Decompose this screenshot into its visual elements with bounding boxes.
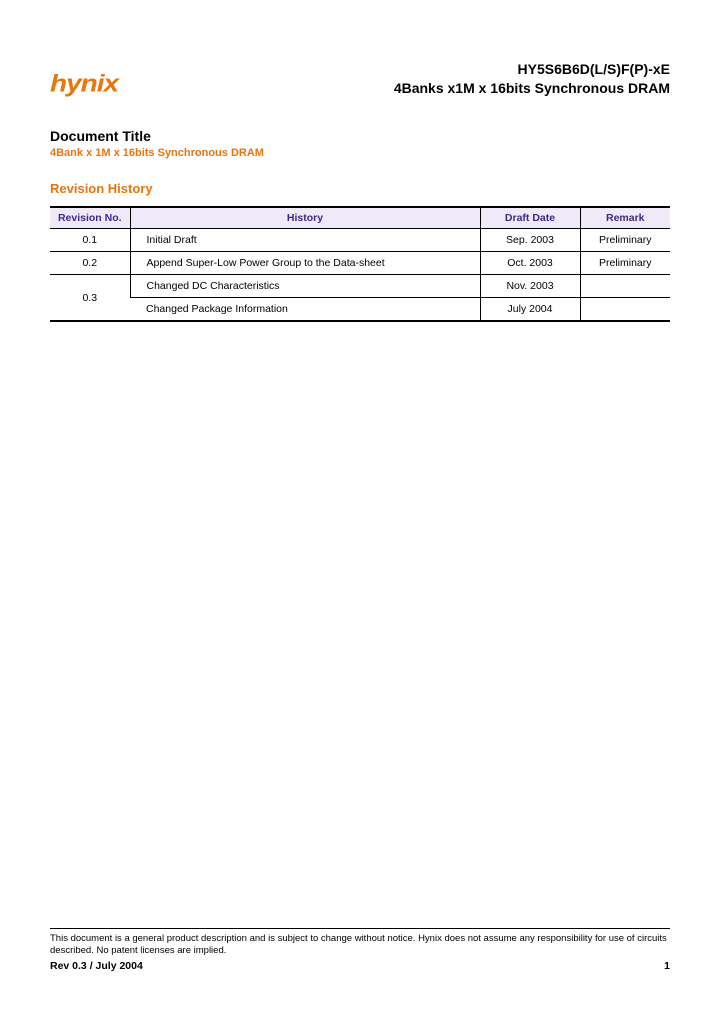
footer: This document is a general product descr… bbox=[50, 928, 670, 972]
footer-divider bbox=[50, 928, 670, 929]
col-history: History bbox=[130, 207, 480, 229]
cell-date: Sep. 2003 bbox=[480, 229, 580, 252]
table-row: 0.1 Initial Draft Sep. 2003 Preliminary bbox=[50, 229, 670, 252]
col-remark: Remark bbox=[580, 207, 670, 229]
cell-rev: 0.1 bbox=[50, 229, 130, 252]
cell-remark: Preliminary bbox=[580, 252, 670, 275]
cell-date: Oct. 2003 bbox=[480, 252, 580, 275]
col-draft-date: Draft Date bbox=[480, 207, 580, 229]
cell-history: Append Super-Low Power Group to the Data… bbox=[130, 252, 480, 275]
revision-history-table: Revision No. History Draft Date Remark 0… bbox=[50, 206, 670, 322]
table-row: 0.3 Changed DC Characteristics Nov. 2003 bbox=[50, 275, 670, 298]
cell-date: Nov. 2003 bbox=[480, 275, 580, 298]
cell-date: July 2004 bbox=[480, 298, 580, 322]
cell-history: Changed Package Information bbox=[130, 298, 480, 322]
cell-rev: 0.2 bbox=[50, 252, 130, 275]
cell-history: Changed DC Characteristics bbox=[130, 275, 480, 298]
part-header: HY5S6B6D(L/S)F(P)-xE 4Banks x1M x 16bits… bbox=[394, 60, 670, 98]
footer-info-row: Rev 0.3 / July 2004 1 bbox=[50, 960, 670, 972]
header: hynix HY5S6B6D(L/S)F(P)-xE 4Banks x1M x … bbox=[50, 60, 670, 100]
cell-remark bbox=[580, 298, 670, 322]
table-row: 0.2 Append Super-Low Power Group to the … bbox=[50, 252, 670, 275]
revision-history-title: Revision History bbox=[50, 181, 670, 196]
footer-disclaimer: This document is a general product descr… bbox=[50, 933, 670, 957]
cell-history: Initial Draft bbox=[130, 229, 480, 252]
document-title-label: Document Title bbox=[50, 128, 670, 144]
footer-page-number: 1 bbox=[664, 960, 670, 972]
cell-rev: 0.3 bbox=[50, 275, 130, 322]
part-description: 4Banks x1M x 16bits Synchronous DRAM bbox=[394, 79, 670, 98]
document-title-block: Document Title 4Bank x 1M x 16bits Synch… bbox=[50, 128, 670, 159]
cell-remark bbox=[580, 275, 670, 298]
part-number: HY5S6B6D(L/S)F(P)-xE bbox=[394, 60, 670, 79]
footer-revision: Rev 0.3 / July 2004 bbox=[50, 960, 143, 972]
col-revision-no: Revision No. bbox=[50, 207, 130, 229]
document-title-sub: 4Bank x 1M x 16bits Synchronous DRAM bbox=[50, 147, 670, 159]
cell-remark: Preliminary bbox=[580, 229, 670, 252]
table-header-row: Revision No. History Draft Date Remark bbox=[50, 207, 670, 229]
brand-logo: hynix bbox=[50, 70, 118, 97]
table-row: Changed Package Information July 2004 bbox=[50, 298, 670, 322]
